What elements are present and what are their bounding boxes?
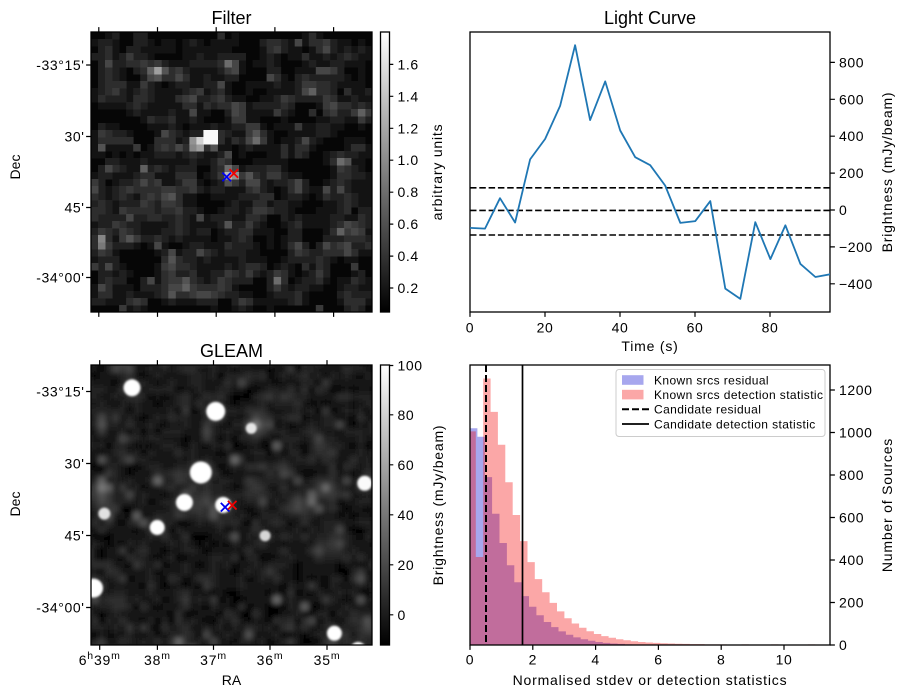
svg-text:Known srcs detection statistic: Known srcs detection statistic	[654, 388, 823, 402]
svg-text:600: 600	[839, 91, 864, 107]
svg-text:Number of Sources: Number of Sources	[879, 438, 895, 572]
svg-text:Normalised stdev or detection: Normalised stdev or detection statistics	[513, 672, 788, 688]
svg-text:200: 200	[839, 595, 864, 611]
svg-text:-34°00': -34°00'	[36, 270, 84, 286]
svg-text:0.6: 0.6	[398, 216, 419, 232]
svg-text:60: 60	[687, 320, 704, 336]
svg-text:40: 40	[398, 507, 415, 523]
svg-text:arbitrary units: arbitrary units	[429, 124, 445, 221]
svg-text:0: 0	[398, 607, 406, 623]
svg-text:1.4: 1.4	[398, 88, 419, 104]
svg-text:0.4: 0.4	[398, 248, 419, 264]
svg-text:800: 800	[839, 467, 864, 483]
svg-text:Candidate detection statistic: Candidate detection statistic	[654, 417, 816, 431]
svg-text:20: 20	[398, 557, 415, 573]
svg-text:600: 600	[839, 510, 864, 526]
svg-text:2: 2	[529, 652, 537, 668]
svg-text:400: 400	[839, 552, 864, 568]
svg-text:-33°15': -33°15'	[36, 57, 84, 73]
svg-text:−400: −400	[839, 276, 873, 292]
svg-text:80: 80	[398, 407, 415, 423]
svg-text:4: 4	[591, 652, 599, 668]
svg-text:6: 6	[654, 652, 662, 668]
svg-text:RA: RA	[222, 672, 242, 688]
svg-text:20: 20	[537, 320, 554, 336]
svg-text:10: 10	[776, 652, 793, 668]
svg-text:40: 40	[612, 320, 629, 336]
svg-text:100: 100	[398, 358, 423, 374]
svg-text:800: 800	[839, 54, 864, 70]
svg-text:Time (s): Time (s)	[621, 338, 678, 354]
svg-text:0: 0	[839, 202, 847, 218]
svg-text:400: 400	[839, 128, 864, 144]
svg-text:-33°15': -33°15'	[36, 384, 84, 400]
svg-text:0: 0	[466, 652, 474, 668]
svg-text:1.2: 1.2	[398, 120, 419, 136]
svg-text:0.2: 0.2	[398, 280, 419, 296]
svg-text:GLEAM: GLEAM	[200, 341, 263, 361]
svg-text:Known srcs residual: Known srcs residual	[654, 373, 769, 387]
svg-text:Candidate residual: Candidate residual	[654, 403, 761, 417]
svg-text:60: 60	[398, 457, 415, 473]
svg-text:8: 8	[717, 652, 725, 668]
svg-text:Dec: Dec	[7, 155, 23, 180]
svg-text:30': 30'	[64, 456, 84, 472]
svg-text:0: 0	[839, 637, 847, 653]
svg-text:1000: 1000	[839, 425, 873, 441]
svg-text:80: 80	[762, 320, 779, 336]
svg-text:0.8: 0.8	[398, 184, 419, 200]
svg-text:1.6: 1.6	[398, 56, 419, 72]
svg-text:Light Curve: Light Curve	[604, 8, 696, 28]
svg-text:Dec: Dec	[7, 492, 23, 517]
svg-text:−200: −200	[839, 239, 873, 255]
svg-text:Brightness (mJy/beam): Brightness (mJy/beam)	[879, 92, 895, 253]
svg-text:Brightness (mJy/beam): Brightness (mJy/beam)	[430, 425, 446, 586]
svg-text:1.0: 1.0	[398, 152, 419, 168]
svg-text:0: 0	[466, 320, 474, 336]
svg-text:30': 30'	[64, 129, 84, 145]
svg-text:200: 200	[839, 165, 864, 181]
svg-text:45': 45'	[64, 528, 84, 544]
svg-text:-34°00': -34°00'	[36, 600, 84, 616]
svg-text:Filter: Filter	[212, 8, 252, 28]
svg-text:1200: 1200	[839, 382, 873, 398]
svg-text:45': 45'	[64, 200, 84, 216]
